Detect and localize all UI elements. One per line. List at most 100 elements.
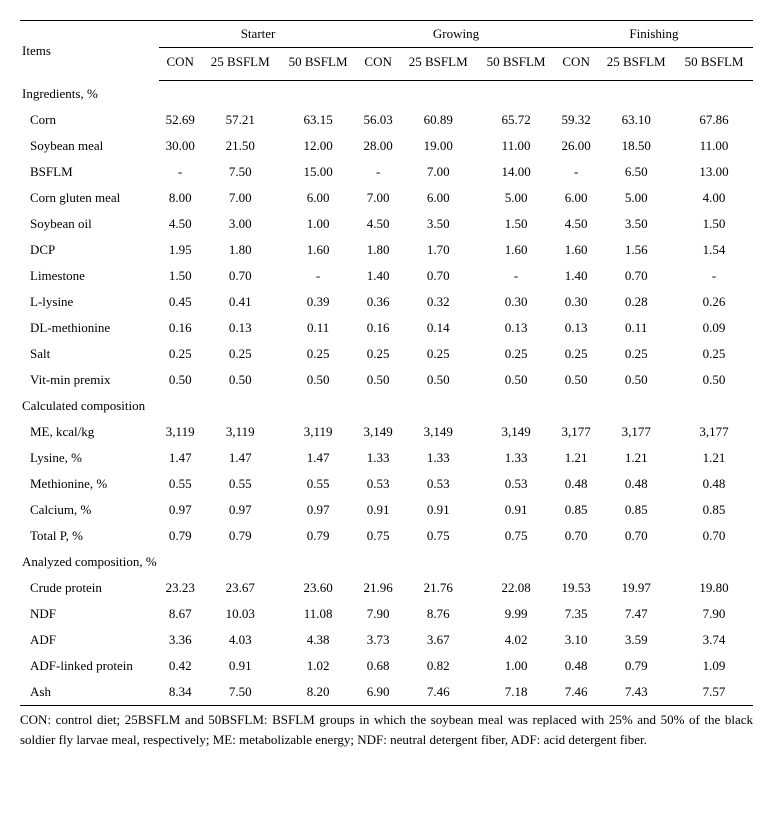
data-cell: 0.70 bbox=[201, 263, 279, 289]
row-label: BSFLM bbox=[20, 159, 159, 185]
data-cell: 1.09 bbox=[675, 653, 753, 679]
col-25bsflm-2: 25 BSFLM bbox=[399, 48, 477, 81]
data-cell: 7.50 bbox=[201, 679, 279, 706]
data-cell: 21.50 bbox=[201, 133, 279, 159]
table-row: Salt0.250.250.250.250.250.250.250.250.25 bbox=[20, 341, 753, 367]
data-cell: 7.18 bbox=[477, 679, 555, 706]
table-row: Methionine, %0.550.550.550.530.530.530.4… bbox=[20, 471, 753, 497]
table-row: Ash8.347.508.206.907.467.187.467.437.57 bbox=[20, 679, 753, 706]
table-row: Soybean oil4.503.001.004.503.501.504.503… bbox=[20, 211, 753, 237]
section-title: Ingredients, % bbox=[20, 81, 753, 108]
data-cell: 4.50 bbox=[159, 211, 201, 237]
data-cell: 7.43 bbox=[597, 679, 675, 706]
data-cell: 0.85 bbox=[555, 497, 597, 523]
data-cell: 11.08 bbox=[279, 601, 357, 627]
data-cell: 1.47 bbox=[279, 445, 357, 471]
data-cell: 23.23 bbox=[159, 575, 201, 601]
table-row: Total P, %0.790.790.790.750.750.750.700.… bbox=[20, 523, 753, 549]
data-cell: 0.13 bbox=[555, 315, 597, 341]
data-cell: 0.50 bbox=[597, 367, 675, 393]
data-cell: 0.55 bbox=[159, 471, 201, 497]
table-row: Vit-min premix0.500.500.500.500.500.500.… bbox=[20, 367, 753, 393]
data-cell: 1.33 bbox=[477, 445, 555, 471]
data-cell: 0.25 bbox=[675, 341, 753, 367]
row-label: Soybean oil bbox=[20, 211, 159, 237]
data-cell: 0.32 bbox=[399, 289, 477, 315]
data-cell: 7.46 bbox=[555, 679, 597, 706]
row-label: DCP bbox=[20, 237, 159, 263]
data-cell: 1.60 bbox=[555, 237, 597, 263]
data-cell: 3.00 bbox=[201, 211, 279, 237]
data-cell: 0.25 bbox=[399, 341, 477, 367]
data-cell: 9.99 bbox=[477, 601, 555, 627]
data-cell: 0.97 bbox=[201, 497, 279, 523]
data-cell: 0.75 bbox=[399, 523, 477, 549]
data-cell: 1.21 bbox=[597, 445, 675, 471]
data-cell: 0.50 bbox=[201, 367, 279, 393]
data-cell: 3,119 bbox=[201, 419, 279, 445]
data-cell: - bbox=[675, 263, 753, 289]
data-cell: 21.96 bbox=[357, 575, 399, 601]
data-cell: 56.03 bbox=[357, 107, 399, 133]
data-cell: 1.21 bbox=[675, 445, 753, 471]
table-row: Lysine, %1.471.471.471.331.331.331.211.2… bbox=[20, 445, 753, 471]
data-cell: 23.67 bbox=[201, 575, 279, 601]
table-row: Limestone1.500.70-1.400.70-1.400.70- bbox=[20, 263, 753, 289]
data-cell: 0.75 bbox=[357, 523, 399, 549]
row-label: ME, kcal/kg bbox=[20, 419, 159, 445]
data-cell: 18.50 bbox=[597, 133, 675, 159]
data-cell: - bbox=[555, 159, 597, 185]
data-cell: 0.25 bbox=[477, 341, 555, 367]
col-25bsflm-3: 25 BSFLM bbox=[597, 48, 675, 81]
data-cell: 1.00 bbox=[477, 653, 555, 679]
row-label: Corn gluten meal bbox=[20, 185, 159, 211]
row-label: Vit-min premix bbox=[20, 367, 159, 393]
data-cell: 1.47 bbox=[159, 445, 201, 471]
data-cell: 7.90 bbox=[357, 601, 399, 627]
table-container: Items Starter Growing Finishing CON 25 B… bbox=[20, 20, 753, 706]
data-cell: 0.14 bbox=[399, 315, 477, 341]
data-cell: 0.30 bbox=[477, 289, 555, 315]
data-cell: 0.79 bbox=[597, 653, 675, 679]
data-cell: 1.33 bbox=[399, 445, 477, 471]
data-cell: 0.13 bbox=[201, 315, 279, 341]
data-cell: 0.25 bbox=[201, 341, 279, 367]
data-cell: 0.25 bbox=[597, 341, 675, 367]
col-50bsflm-3: 50 BSFLM bbox=[675, 48, 753, 81]
data-cell: 0.30 bbox=[555, 289, 597, 315]
data-cell: 12.00 bbox=[279, 133, 357, 159]
row-label: Methionine, % bbox=[20, 471, 159, 497]
data-cell: 7.35 bbox=[555, 601, 597, 627]
data-cell: 5.00 bbox=[597, 185, 675, 211]
data-cell: 8.20 bbox=[279, 679, 357, 706]
data-cell: 0.85 bbox=[597, 497, 675, 523]
data-cell: 3,119 bbox=[159, 419, 201, 445]
data-cell: 3.74 bbox=[675, 627, 753, 653]
data-cell: 6.00 bbox=[279, 185, 357, 211]
data-cell: 11.00 bbox=[477, 133, 555, 159]
data-cell: 30.00 bbox=[159, 133, 201, 159]
data-cell: 7.00 bbox=[357, 185, 399, 211]
data-cell: 14.00 bbox=[477, 159, 555, 185]
data-cell: 1.50 bbox=[477, 211, 555, 237]
data-cell: 67.86 bbox=[675, 107, 753, 133]
table-row: L-lysine0.450.410.390.360.320.300.300.28… bbox=[20, 289, 753, 315]
data-cell: 19.80 bbox=[675, 575, 753, 601]
data-cell: 23.60 bbox=[279, 575, 357, 601]
data-cell: 7.57 bbox=[675, 679, 753, 706]
data-cell: 1.33 bbox=[357, 445, 399, 471]
data-cell: 0.79 bbox=[201, 523, 279, 549]
section-title: Calculated composition bbox=[20, 393, 753, 419]
data-cell: 19.97 bbox=[597, 575, 675, 601]
data-cell: 4.38 bbox=[279, 627, 357, 653]
data-cell: 0.25 bbox=[159, 341, 201, 367]
data-cell: 5.00 bbox=[477, 185, 555, 211]
composition-table: Items Starter Growing Finishing CON 25 B… bbox=[20, 20, 753, 706]
data-cell: 7.00 bbox=[399, 159, 477, 185]
table-row: ADF3.364.034.383.733.674.023.103.593.74 bbox=[20, 627, 753, 653]
table-header: Items Starter Growing Finishing CON 25 B… bbox=[20, 21, 753, 81]
section-header: Ingredients, % bbox=[20, 81, 753, 108]
data-cell: 3,149 bbox=[477, 419, 555, 445]
data-cell: 3.73 bbox=[357, 627, 399, 653]
data-cell: 4.02 bbox=[477, 627, 555, 653]
